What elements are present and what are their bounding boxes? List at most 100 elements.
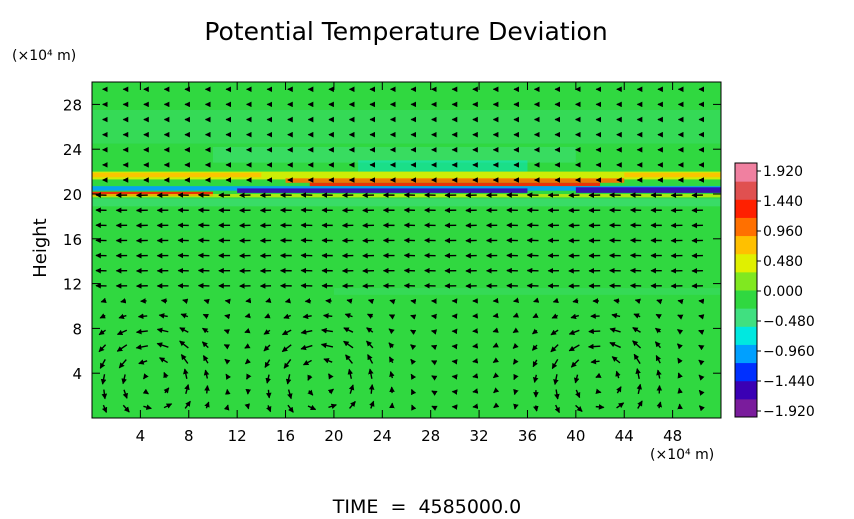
vector-arrow [266,405,272,413]
vector-arrow [158,313,168,319]
vector-arrow [632,327,641,333]
vector-arrow [411,404,417,411]
vector-arrow [595,404,605,410]
colorbar-label: 1.920 [763,164,803,180]
vector-arrow [513,373,519,381]
vector-arrow [135,344,148,350]
vector-arrow [345,354,353,364]
vector-arrow [263,329,271,335]
vector-arrow [137,313,148,320]
vector-arrow [493,402,500,409]
colorbar-swatch [735,235,757,255]
x-tick-label: 24 [373,427,392,445]
colorbar-swatch [735,271,757,291]
vector-arrow [492,342,499,348]
vector-arrow [677,314,684,320]
vector-arrow [202,313,209,320]
colorbar-swatch [735,380,757,400]
chart-title: Potential Temperature Deviation [204,17,607,46]
vector-arrow [122,389,128,399]
vector-arrow [431,375,438,381]
vector-arrow [568,329,580,335]
vector-arrow [634,298,641,305]
vector-arrow [410,314,417,320]
vector-arrow [513,403,519,410]
vector-arrow [287,389,293,400]
vector-arrow [590,358,600,365]
vector-arrow [244,358,251,365]
vector-arrow [203,298,210,305]
vector-arrow [322,313,333,319]
vector-arrow [367,298,375,305]
vector-arrow [264,313,271,319]
vector-arrow [203,369,210,379]
vector-arrow [366,340,374,349]
vector-arrow [156,327,169,334]
vector-arrow [328,403,337,410]
y-tick-label: 28 [63,96,82,114]
vector-arrow [389,370,395,379]
vector-arrow [265,297,272,304]
vector-arrow [287,404,294,413]
vector-arrow [431,390,438,396]
vector-arrow [160,298,168,304]
x-tick-label: 32 [470,427,489,445]
vector-arrow [532,312,539,319]
vector-arrow [343,327,354,333]
vector-arrow [635,368,641,380]
vector-arrow [224,358,231,365]
vector-arrow [430,344,438,351]
vector-field [95,86,705,414]
vector-arrow [677,372,683,379]
vector-arrow [677,298,684,305]
vector-arrow [347,368,354,379]
colorbar-label: 0.960 [763,224,803,240]
vector-arrow [654,327,662,334]
vector-arrow [163,387,170,394]
vector-arrow [156,342,169,348]
vector-arrow [180,313,189,319]
vector-arrow [284,297,292,304]
vector-arrow [613,298,620,304]
colorbar-swatch [735,163,757,182]
y-tick-label: 24 [63,141,82,159]
vector-arrow [367,354,374,364]
vector-arrow [100,297,107,304]
vector-arrow [587,343,601,350]
vector-arrow [492,327,499,333]
plot-area [92,82,721,418]
colorbar-label: −1.920 [763,404,815,420]
vector-arrow [698,329,705,335]
field-band [237,188,528,193]
vector-arrow [300,344,313,351]
y-tick-label: 8 [72,320,82,338]
vector-arrow [163,371,169,379]
vector-arrow [348,400,356,409]
vector-arrow [512,312,520,318]
x-tick-label: 36 [518,427,537,445]
vector-arrow [99,313,106,319]
vector-arrow [264,359,271,368]
vector-arrow [554,404,560,414]
vector-arrow [410,388,417,396]
vector-arrow [532,374,539,384]
colorbar-swatch [735,308,757,327]
vector-arrow [368,384,375,394]
vector-arrow [304,298,312,304]
vector-arrow [101,389,108,400]
vector-arrow [410,344,417,351]
field-band [92,198,721,207]
vector-arrow [388,356,395,364]
vector-arrow [99,359,106,369]
vector-arrow [135,328,148,335]
vector-arrow [223,344,231,350]
vector-arrow [182,298,189,304]
vector-arrow [307,374,313,381]
vector-arrow [677,343,683,350]
vector-arrow [244,312,251,319]
vector-arrow [431,360,438,366]
vector-arrow [307,404,317,411]
vector-arrow [321,327,333,334]
field-band [92,171,721,180]
vector-arrow [656,369,662,379]
